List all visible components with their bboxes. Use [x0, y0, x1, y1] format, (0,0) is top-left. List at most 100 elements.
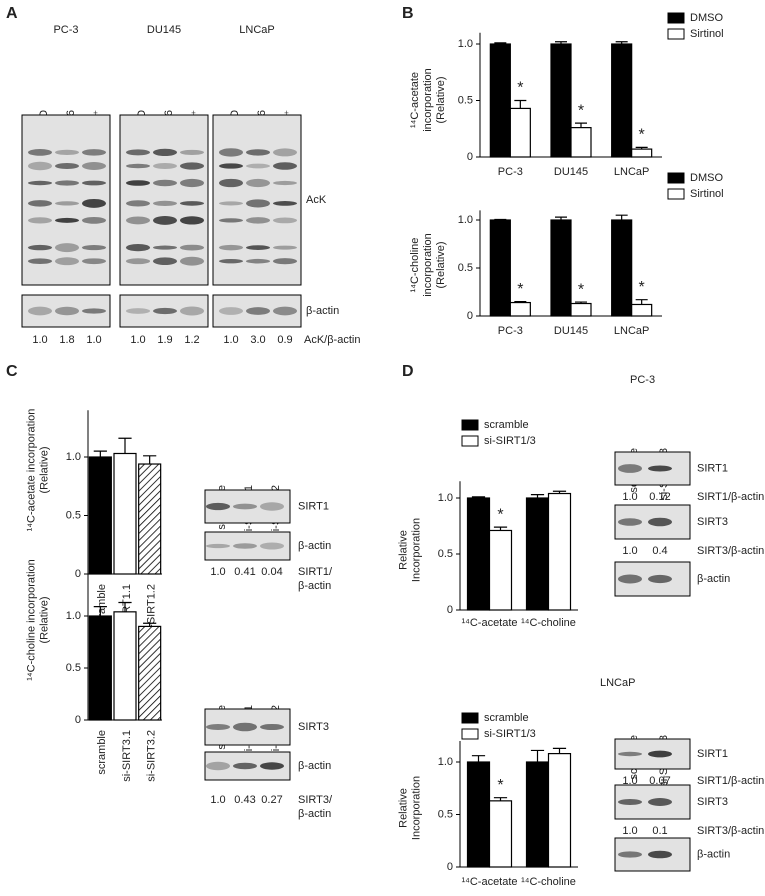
- error-bar: [93, 606, 107, 616]
- band: [55, 257, 79, 266]
- band: [82, 149, 106, 156]
- target: SIRT3: [697, 516, 728, 528]
- band: [246, 163, 270, 169]
- ratio: 1.0: [32, 334, 47, 346]
- ratio: 0.43: [234, 794, 255, 806]
- error-bar: [635, 146, 648, 150]
- error-bar: [493, 526, 508, 531]
- significance: *: [578, 102, 584, 119]
- cell-line: PC-3: [53, 24, 78, 36]
- error-bar: [118, 601, 132, 612]
- y-tick-label: 1.0: [66, 451, 81, 463]
- target: SIRT1: [697, 748, 728, 760]
- ratio-label: β-actin: [298, 808, 331, 820]
- y-axis-label: (Relative): [435, 76, 447, 123]
- band: [55, 217, 79, 223]
- panel-label: B: [402, 5, 414, 22]
- band: [618, 851, 642, 858]
- band: [55, 306, 79, 316]
- error-bar: [514, 99, 527, 109]
- band: [180, 256, 204, 266]
- error-bar: [143, 455, 157, 465]
- band: [180, 244, 204, 251]
- x-tick-label: PC-3: [498, 166, 523, 178]
- ratio: 1.8: [59, 334, 74, 346]
- bar: [525, 761, 550, 868]
- band: [618, 574, 642, 584]
- bar: [88, 615, 112, 721]
- band: [180, 162, 204, 170]
- y-axis-label: (Relative): [38, 446, 50, 493]
- y-tick-label: 1.0: [458, 214, 473, 226]
- error-bar: [494, 42, 507, 44]
- band: [273, 162, 297, 170]
- bar: [547, 492, 572, 611]
- error-bar: [555, 41, 567, 44]
- x-tick-label: DU145: [554, 325, 588, 337]
- band: [273, 217, 297, 224]
- target: β-actin: [298, 760, 331, 772]
- legend-swatch: [461, 419, 479, 431]
- band: [180, 216, 204, 225]
- significance: *: [517, 281, 523, 298]
- y-tick-label: 1.0: [458, 38, 473, 50]
- band: [82, 162, 106, 170]
- band: [28, 200, 52, 207]
- bar: [631, 303, 653, 317]
- x-tick-label: si-SIRT3.2: [146, 730, 158, 782]
- ratio: 1.0: [223, 334, 238, 346]
- band: [180, 201, 204, 206]
- y-tick-label: 0: [75, 714, 81, 726]
- cell-line: LNCaP: [600, 677, 635, 689]
- ratio: 1.0: [210, 566, 225, 578]
- band: [82, 258, 106, 265]
- bar: [631, 148, 653, 158]
- target: β-actin: [697, 848, 730, 860]
- legend-label: si-SIRT1/3: [484, 435, 536, 447]
- ratio: 1.0: [210, 794, 225, 806]
- x-tick-label: ¹⁴C-acetate: [461, 617, 517, 629]
- band: [206, 761, 230, 771]
- band: [82, 198, 106, 208]
- band: [648, 750, 672, 758]
- bar: [138, 625, 162, 721]
- band: [246, 245, 270, 250]
- y-tick-label: 0: [467, 310, 473, 322]
- ratio-label: SIRT1/β-actin: [697, 775, 764, 787]
- significance: *: [497, 777, 503, 794]
- ratio: 1.0: [622, 491, 637, 503]
- band: [126, 308, 150, 314]
- ratio: 0.1: [652, 825, 667, 837]
- error-bar: [575, 301, 587, 304]
- band: [126, 200, 150, 207]
- y-tick-label: 0: [447, 861, 453, 873]
- band: [153, 257, 177, 266]
- band: [82, 245, 106, 251]
- y-tick-label: 1.0: [66, 610, 81, 622]
- y-tick-label: 0.5: [438, 808, 453, 820]
- legend-swatch: [667, 172, 685, 184]
- band: [219, 163, 243, 169]
- y-tick-label: 1.0: [438, 756, 453, 768]
- bar: [547, 752, 572, 868]
- band: [273, 258, 297, 265]
- error-bar: [552, 747, 567, 754]
- legend-label: scramble: [484, 419, 529, 431]
- y-axis-label: ¹⁴C-choline incorporation: [25, 559, 37, 681]
- band: [246, 258, 270, 264]
- target: AcK: [306, 194, 327, 206]
- error-bar: [615, 214, 628, 220]
- ratio-label: β-actin: [298, 580, 331, 592]
- panel-label: D: [402, 363, 414, 380]
- ratio: 0.27: [261, 794, 282, 806]
- y-axis-label: Incorporation: [410, 776, 422, 840]
- band: [82, 308, 106, 314]
- legend-swatch: [461, 435, 479, 447]
- band: [260, 723, 284, 731]
- band: [28, 244, 52, 251]
- band: [246, 217, 270, 224]
- error-bar: [555, 216, 567, 220]
- panel-label: A: [6, 5, 18, 22]
- band: [153, 307, 177, 315]
